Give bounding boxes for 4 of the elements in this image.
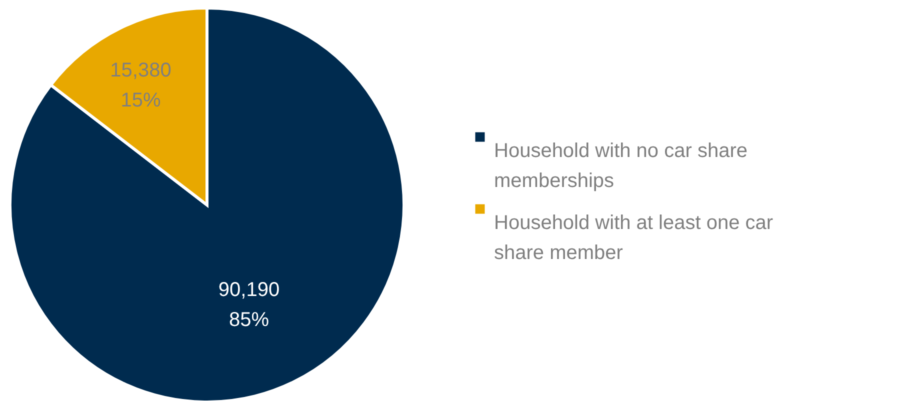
legend-label: Household with no car share memberships (494, 140, 748, 192)
data-label: 15,380 15% (110, 59, 172, 112)
data-label: 90,190 85% (218, 279, 280, 332)
legend-label: Household with at least one car share member (494, 212, 774, 264)
